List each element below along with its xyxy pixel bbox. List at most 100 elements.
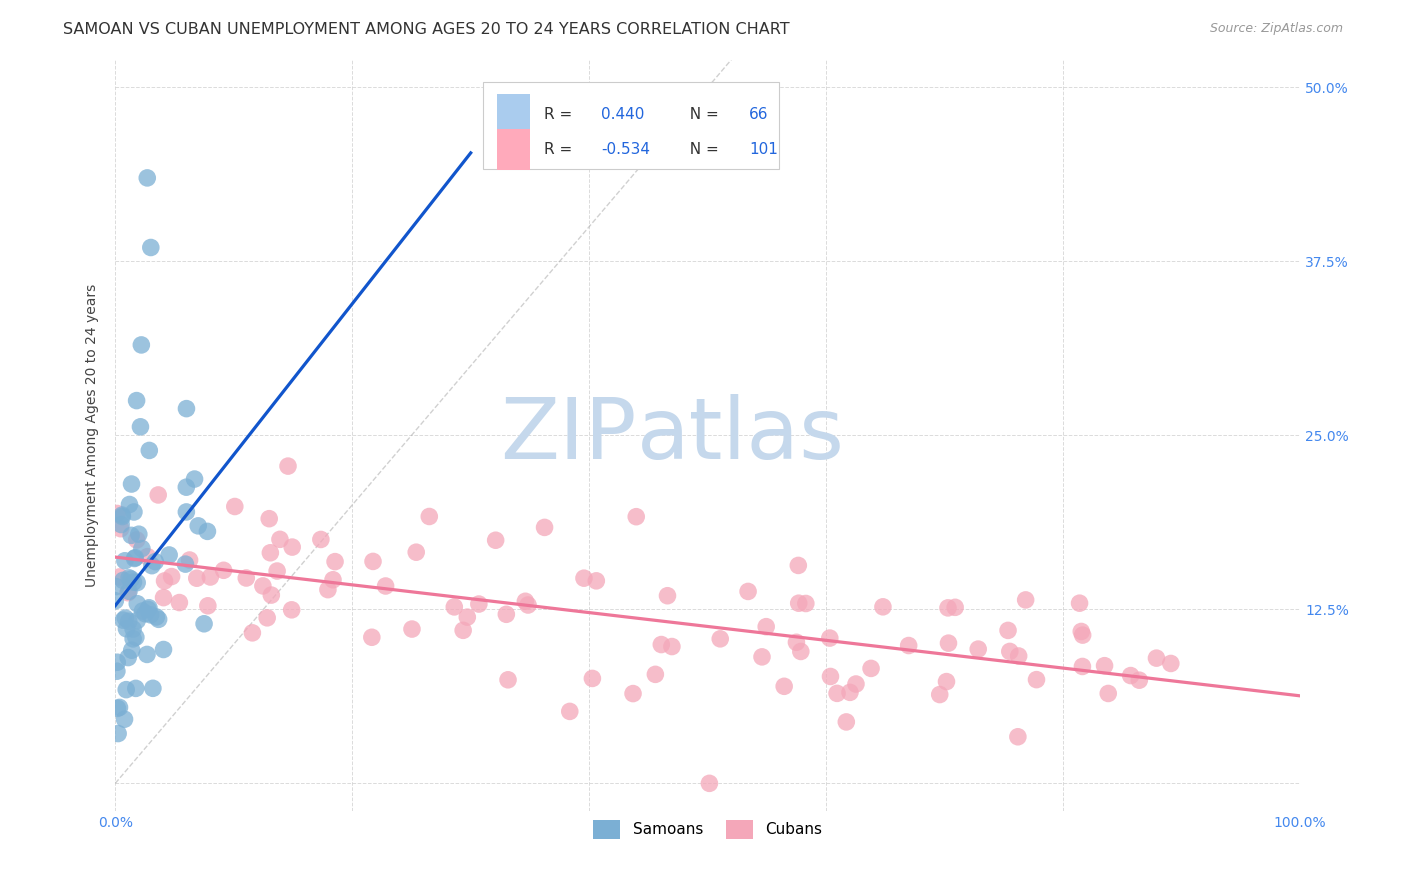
Point (897, 639, 920, 653)
Point (125, 533, 148, 547)
Point (224, 500, 246, 514)
Point (108, 570, 131, 584)
Point (136, 549, 159, 564)
Point (257, 511, 280, 525)
FancyBboxPatch shape (482, 82, 779, 169)
Point (110, 517, 132, 532)
Point (845, 677, 868, 691)
Point (644, 667, 666, 681)
Text: 0.440: 0.440 (600, 108, 644, 122)
Point (136, 648, 159, 662)
Point (121, 477, 143, 491)
Point (485, 533, 508, 548)
Point (1071, 628, 1094, 642)
Point (114, 554, 136, 568)
Point (943, 600, 966, 615)
Point (145, 610, 167, 624)
Text: N =: N = (681, 142, 724, 157)
Point (661, 640, 683, 654)
Point (108, 700, 131, 714)
Point (309, 533, 332, 547)
Point (785, 635, 807, 649)
Point (533, 520, 555, 534)
Point (281, 540, 304, 554)
Point (118, 584, 141, 599)
Point (183, 472, 205, 486)
Point (139, 607, 162, 622)
Point (451, 624, 474, 638)
Point (256, 611, 278, 625)
Point (240, 625, 263, 640)
Point (136, 170, 159, 185)
Text: ZIP: ZIP (501, 394, 637, 477)
Point (179, 553, 201, 567)
Point (773, 679, 796, 693)
Point (360, 630, 382, 644)
Point (794, 597, 817, 611)
Point (820, 669, 842, 683)
Point (1007, 730, 1029, 744)
Point (443, 599, 465, 614)
Point (515, 594, 537, 608)
Point (127, 575, 149, 590)
Point (176, 401, 198, 416)
Point (280, 603, 302, 617)
Point (860, 661, 883, 675)
Point (835, 714, 858, 729)
Point (197, 524, 219, 539)
Point (122, 622, 145, 636)
Point (114, 712, 136, 726)
Point (125, 393, 148, 408)
Point (839, 685, 862, 699)
Point (405, 545, 427, 559)
Point (269, 533, 291, 547)
Point (200, 570, 222, 584)
Point (277, 459, 299, 474)
Point (125, 681, 148, 696)
Point (322, 573, 344, 587)
Point (176, 505, 198, 519)
Point (787, 596, 810, 610)
Point (790, 644, 813, 658)
Point (107, 726, 129, 740)
FancyBboxPatch shape (496, 129, 530, 170)
Point (581, 672, 603, 686)
Point (818, 631, 841, 645)
Point (998, 644, 1021, 658)
Point (107, 701, 129, 715)
Point (117, 585, 139, 599)
Point (187, 519, 209, 533)
Point (699, 776, 721, 790)
Point (621, 687, 644, 701)
Point (585, 574, 607, 588)
Point (134, 607, 156, 621)
Point (928, 688, 950, 702)
Point (361, 554, 384, 568)
Point (1160, 657, 1182, 671)
Point (136, 602, 159, 616)
Point (1070, 624, 1092, 639)
Point (148, 488, 170, 502)
Point (174, 557, 197, 571)
Point (1097, 686, 1119, 700)
Point (751, 649, 773, 664)
Point (124, 550, 146, 565)
Point (118, 498, 141, 512)
Point (152, 591, 174, 605)
Point (105, 655, 128, 669)
Point (193, 616, 215, 631)
Point (125, 630, 148, 644)
Point (418, 509, 440, 524)
Point (1094, 658, 1116, 673)
Y-axis label: Unemployment Among Ages 20 to 24 years: Unemployment Among Ages 20 to 24 years (86, 284, 100, 587)
Point (709, 632, 731, 646)
Point (1119, 668, 1142, 682)
Point (148, 612, 170, 626)
FancyBboxPatch shape (496, 95, 530, 136)
Point (212, 563, 235, 577)
Point (120, 572, 142, 586)
Point (938, 636, 960, 650)
Point (787, 558, 810, 573)
Text: 66: 66 (749, 108, 769, 122)
Point (1069, 596, 1091, 610)
